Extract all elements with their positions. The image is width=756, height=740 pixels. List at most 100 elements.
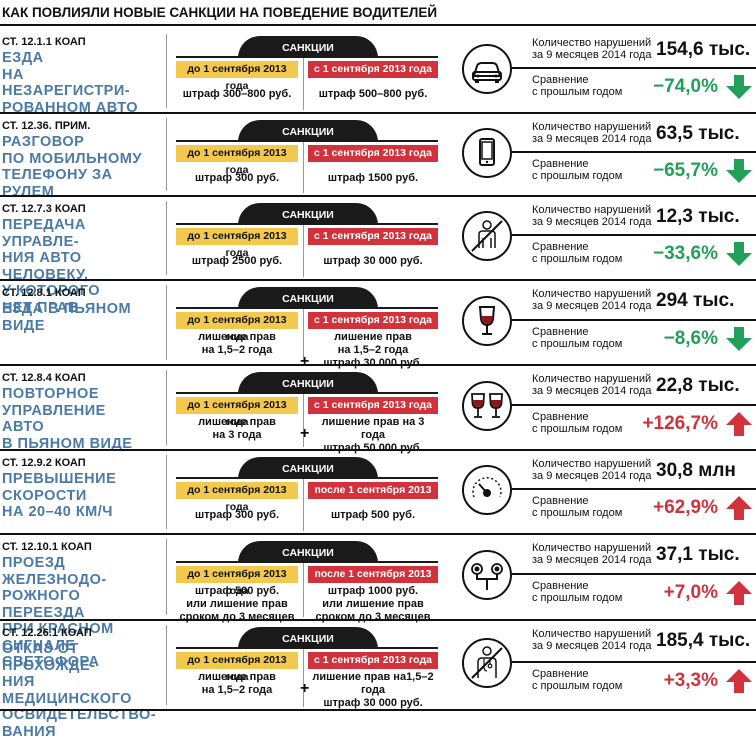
new-period-label: после 1 сентября 2013 года xyxy=(308,566,438,583)
no-doctor-icon xyxy=(462,638,512,688)
compare-label-line: Сравнение xyxy=(532,327,622,339)
description-line: ПРОЕЗД ЖЕЛЕЗНОДО- xyxy=(2,555,152,588)
divider xyxy=(166,34,167,108)
divider xyxy=(303,479,304,531)
divider xyxy=(512,67,756,69)
compare-label-line: с прошлым годом xyxy=(532,254,622,266)
divider xyxy=(166,201,167,275)
arrow-down-icon xyxy=(726,242,752,266)
description-line: ВИДЕ xyxy=(2,318,152,335)
divider xyxy=(512,319,756,321)
violation-count: 12,3 тыс. xyxy=(656,206,740,228)
arrow-up-icon xyxy=(726,581,752,605)
penalty-line: штраф 300 руб. xyxy=(176,172,298,185)
railway-signal-icon xyxy=(462,550,512,600)
plus-sign: + xyxy=(300,425,309,443)
description-line: РОЖНОГО ПЕРЕЕЗДА xyxy=(2,588,152,621)
speedometer-icon xyxy=(462,465,512,515)
arrow-up-icon xyxy=(726,412,752,436)
change-percent: +7,0% xyxy=(664,582,718,604)
divider xyxy=(303,649,304,707)
compare-label-line: Сравнение xyxy=(532,75,622,87)
penalty-line: или лишение прав xyxy=(176,598,298,611)
divider xyxy=(166,625,167,705)
penalty-line: на 1,5–2 года xyxy=(176,684,298,697)
change-percent: +126,7% xyxy=(642,413,718,435)
arrow-down-icon xyxy=(726,159,752,183)
count-label-line: Количество нарушений xyxy=(532,38,651,50)
change-percent: −65,7% xyxy=(653,160,718,182)
count-label-line: за 9 месяцев 2014 года xyxy=(532,641,651,653)
old-period-label: до 1 сентября 2013 года xyxy=(176,482,298,499)
old-penalty: штраф 300 руб. xyxy=(176,172,298,185)
sanctions-header: САНКЦИИ xyxy=(238,36,378,58)
description-line: ВАНИЯ xyxy=(2,724,152,740)
description-line: СКОРОСТИ xyxy=(2,488,152,505)
penalty-line: лишение прав xyxy=(176,331,298,344)
new-penalty: штраф 500 руб. xyxy=(308,509,438,522)
count-label-line: Количество нарушений xyxy=(532,374,651,386)
penalty-line: лишение прав на 3 года xyxy=(308,416,438,442)
description-line: ПРЕВЫШЕНИЕ xyxy=(2,471,152,488)
sanctions-bar xyxy=(176,561,438,563)
new-penalty: штраф 1500 руб. xyxy=(308,172,438,185)
new-period-label: с 1 сентября 2013 года xyxy=(308,397,438,414)
description-line: ЕЗДА В ПЬЯНОМ xyxy=(2,301,152,318)
old-period-label: до 1 сентября 2013 года xyxy=(176,566,298,583)
divider xyxy=(512,661,756,663)
sanctions-bar xyxy=(176,392,438,394)
article-number: СТ. 12.10.1 КОАП xyxy=(2,541,92,553)
sanctions-bar xyxy=(176,647,438,649)
page-title: КАК ПОВЛИЯЛИ НОВЫЕ САНКЦИИ НА ПОВЕДЕНИЕ … xyxy=(0,0,756,26)
article-number: СТ. 12.8.1 КОАП xyxy=(2,287,86,299)
count-label-line: Количество нарушений xyxy=(532,205,651,217)
compare-label-line: Сравнение xyxy=(532,581,622,593)
sanctions-header: САНКЦИИ xyxy=(238,203,378,225)
compare-label-line: Сравнение xyxy=(532,412,622,424)
change-percent: +62,9% xyxy=(653,497,718,519)
sanctions-bar xyxy=(176,477,438,479)
count-label-line: за 9 месяцев 2014 года xyxy=(532,134,651,146)
compare-label-line: с прошлым годом xyxy=(532,508,622,520)
divider xyxy=(512,234,756,236)
penalty-line: штраф 1000 руб. xyxy=(308,585,438,598)
penalty-line: штраф 30 000 руб. xyxy=(308,255,438,268)
penalty-line: штраф 300–800 руб. xyxy=(176,88,298,101)
count-label-line: Количество нарушений xyxy=(532,459,651,471)
compare-label-line: с прошлым годом xyxy=(532,681,622,693)
plus-sign: + xyxy=(300,680,309,698)
sanctions-header: САНКЦИИ xyxy=(238,372,378,394)
old-period-label: до 1 сентября 2013 года xyxy=(176,61,298,78)
count-label-line: за 9 месяцев 2014 года xyxy=(532,386,651,398)
description-line: ЕЗДА xyxy=(2,50,152,67)
car-icon xyxy=(462,44,512,94)
compare-label-line: Сравнение xyxy=(532,669,622,681)
change-percent: −33,6% xyxy=(653,243,718,265)
compare-label-line: с прошлым годом xyxy=(532,87,622,99)
new-period-label: с 1 сентября 2013 года xyxy=(308,228,438,245)
compare-label-line: Сравнение xyxy=(532,159,622,171)
description-line: ПОВТОРНОЕ xyxy=(2,386,152,403)
old-period-label: до 1 сентября 2013 года xyxy=(176,312,298,329)
article-number: СТ. 12.9.2 КОАП xyxy=(2,457,86,469)
sanctions-header: САНКЦИИ xyxy=(238,541,378,563)
